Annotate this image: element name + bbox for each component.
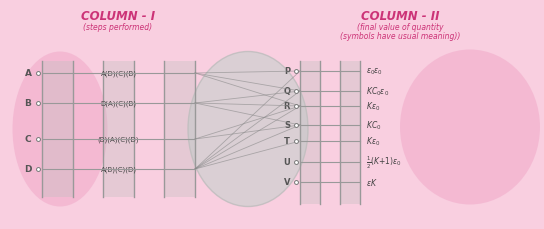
Text: A(D)(C)(B): A(D)(C)(B) — [101, 71, 137, 77]
Text: $\varepsilon K$: $\varepsilon K$ — [366, 177, 378, 188]
Text: S: S — [284, 121, 290, 130]
FancyBboxPatch shape — [42, 62, 72, 197]
Text: $K\varepsilon_0$: $K\varepsilon_0$ — [366, 100, 380, 113]
Ellipse shape — [400, 50, 540, 204]
Text: R: R — [284, 102, 290, 111]
Text: Q: Q — [283, 87, 290, 96]
Text: $KC_0\varepsilon_0$: $KC_0\varepsilon_0$ — [366, 85, 389, 98]
Text: D: D — [24, 165, 32, 174]
Text: $K\varepsilon_0$: $K\varepsilon_0$ — [366, 135, 380, 148]
FancyBboxPatch shape — [164, 62, 195, 197]
Text: (B)(A)(C)(D): (B)(A)(C)(D) — [98, 136, 139, 143]
FancyBboxPatch shape — [340, 62, 360, 204]
Text: B: B — [24, 99, 32, 108]
Text: A: A — [24, 69, 32, 78]
Text: D(A)(C)(B): D(A)(C)(B) — [101, 100, 137, 107]
Text: $\varepsilon_0\varepsilon_0$: $\varepsilon_0\varepsilon_0$ — [366, 66, 383, 77]
Text: T: T — [284, 137, 290, 146]
Text: A(B)(C)(D): A(B)(C)(D) — [101, 166, 137, 172]
FancyBboxPatch shape — [300, 62, 320, 204]
Text: U: U — [283, 158, 290, 167]
Text: $KC_0$: $KC_0$ — [366, 119, 381, 132]
Text: V: V — [284, 178, 290, 187]
Text: (symbols have usual meaning)): (symbols have usual meaning)) — [340, 32, 460, 41]
FancyBboxPatch shape — [103, 62, 134, 197]
Ellipse shape — [13, 52, 108, 207]
Text: C: C — [24, 135, 32, 144]
Text: (steps performed): (steps performed) — [83, 23, 152, 32]
Text: COLUMN - II: COLUMN - II — [361, 10, 439, 23]
Text: COLUMN - I: COLUMN - I — [81, 10, 155, 23]
Text: $\frac{1}{2}(K{+}1)\varepsilon_0$: $\frac{1}{2}(K{+}1)\varepsilon_0$ — [366, 154, 402, 170]
Text: (final value of quantity: (final value of quantity — [357, 23, 443, 32]
Text: P: P — [284, 67, 290, 76]
Ellipse shape — [188, 52, 308, 207]
